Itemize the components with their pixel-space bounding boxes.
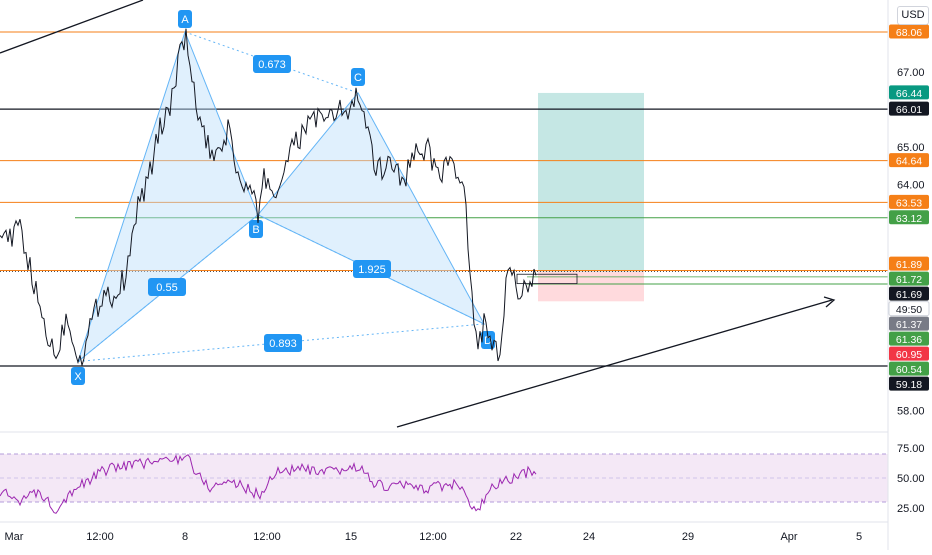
pattern-point-b-label: B [252, 224, 259, 236]
price-badge-label: 61.36 [896, 334, 922, 346]
time-tick-label: 12:00 [419, 531, 447, 543]
pattern-point-b-marker[interactable] [249, 220, 263, 238]
pattern-point-d-label: D [484, 335, 492, 347]
pattern-point-a-marker[interactable] [178, 10, 192, 28]
price-badge-61.69[interactable] [889, 286, 929, 301]
currency-selector-button[interactable]: USD [897, 6, 929, 25]
rsi-tick-label: 50.00 [897, 473, 925, 485]
price-tick-label: 58.00 [897, 405, 925, 417]
price-badge-label: 60.54 [896, 364, 922, 376]
price-badge-label: 59.18 [896, 379, 922, 391]
pattern-triangle-xab[interactable] [77, 30, 259, 363]
price-badge-label: 66.44 [896, 88, 922, 100]
time-tick-label: 5 [856, 531, 862, 543]
position-box[interactable] [516, 273, 578, 285]
price-badge-label: 61.89 [896, 259, 922, 271]
price-badge-label: 63.53 [896, 197, 922, 209]
price-badge-label: 66.01 [896, 104, 922, 116]
price-badge-61.72[interactable] [889, 271, 929, 286]
pattern-triangle-bcd[interactable] [257, 92, 486, 326]
time-tick-label: 12:00 [253, 531, 281, 543]
price-badge-61.37[interactable] [889, 316, 929, 331]
price-badge-60.95[interactable] [889, 346, 929, 361]
pattern-point-c-marker[interactable] [351, 68, 365, 86]
time-tick-label: Apr [780, 531, 797, 543]
pattern-point-c-label: C [354, 72, 362, 84]
price-badge-label: 61.37 [896, 319, 922, 331]
trend-line-lower[interactable] [396, 299, 833, 428]
pattern-point-x-marker[interactable] [71, 367, 85, 385]
target-zone[interactable] [538, 92, 644, 272]
price-badge-label: 64.64 [896, 156, 922, 168]
ratio-badge-0[interactable] [253, 55, 291, 73]
time-tick-label: Mar [5, 531, 24, 543]
price-badge-66.44[interactable] [889, 85, 929, 100]
trend-line-upper[interactable] [0, 0, 144, 54]
pattern-point-a-label: A [181, 14, 189, 26]
stop-zone[interactable] [538, 271, 644, 302]
price-series[interactable] [0, 28, 537, 366]
price-badge-label: 60.95 [896, 349, 922, 361]
price-badge-49:50[interactable] [888, 301, 930, 317]
price-badge-59.18[interactable] [889, 376, 929, 391]
time-tick-label: 24 [583, 531, 595, 543]
rsi-series[interactable] [0, 454, 537, 514]
price-badge-66.01[interactable] [889, 101, 929, 116]
rsi-tick-label: 75.00 [897, 443, 925, 455]
trend-arrow-head-icon [823, 296, 836, 308]
price-badge-label: 61.72 [896, 274, 922, 286]
price-badge-63.53[interactable] [889, 194, 929, 209]
price-badge-label: 68.06 [896, 27, 922, 39]
ratio-badge-2[interactable] [353, 260, 391, 278]
pattern-point-x-label: X [74, 371, 82, 383]
ratio-label-0: 0.673 [258, 59, 286, 71]
price-badge-label: 49:50 [896, 304, 922, 316]
ratio-label-2: 1.925 [358, 264, 386, 276]
time-tick-label: 8 [182, 531, 188, 543]
ratio-label-3: 0.893 [269, 338, 297, 350]
price-badge-60.54[interactable] [889, 361, 929, 376]
price-badge-63.12[interactable] [889, 210, 929, 225]
price-tick-label: 67.00 [897, 67, 925, 79]
price-badge-61.36[interactable] [889, 331, 929, 346]
price-badge-label: 63.12 [896, 213, 922, 225]
ratio-badge-3[interactable] [264, 334, 302, 352]
price-badge-label: 61.69 [896, 289, 922, 301]
time-tick-label: 22 [510, 531, 522, 543]
time-tick-label: 12:00 [86, 531, 114, 543]
price-badge-68.06[interactable] [889, 24, 929, 39]
time-tick-label: 15 [345, 531, 357, 543]
rsi-tick-label: 25.00 [897, 503, 925, 515]
time-tick-label: 29 [682, 531, 694, 543]
price-tick-label: 64.00 [897, 180, 925, 192]
price-badge-61.89[interactable] [889, 256, 929, 271]
ratio-badge-1[interactable] [148, 278, 186, 296]
ratio-label-1: 0.55 [156, 282, 177, 294]
price-tick-label: 65.00 [897, 142, 925, 154]
price-badge-64.64[interactable] [889, 153, 929, 168]
